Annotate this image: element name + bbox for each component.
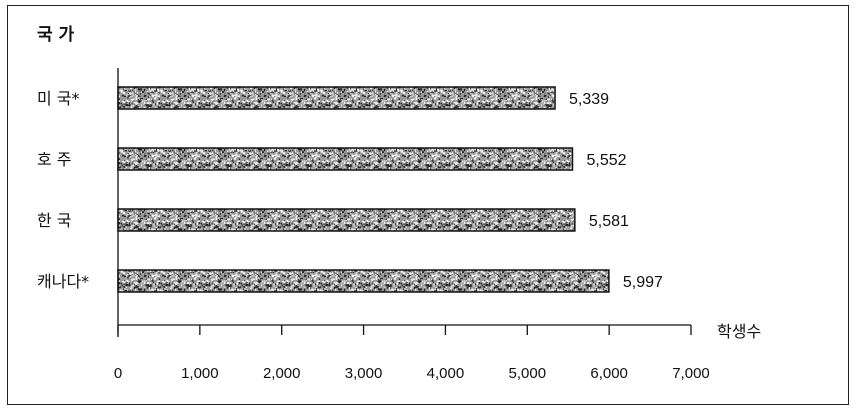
x-tick-label: 3,000 xyxy=(345,365,383,382)
x-tick-label: 2,000 xyxy=(263,365,301,382)
x-axis-title: 학생수 xyxy=(717,322,761,341)
category-label: 캐나다* xyxy=(37,272,89,291)
data-label: 5,552 xyxy=(586,152,626,169)
data-label: 5,581 xyxy=(589,213,629,230)
category-label: 미 국* xyxy=(37,89,80,108)
x-tick-label: 0 xyxy=(114,365,122,382)
bar xyxy=(117,269,610,293)
x-tick-label: 6,000 xyxy=(590,365,628,382)
data-label: 5,339 xyxy=(569,91,609,108)
bar xyxy=(117,208,576,232)
category-label: 호 주 xyxy=(37,150,72,169)
y-axis-title: 국 가 xyxy=(37,25,75,45)
bar xyxy=(117,86,556,110)
data-label: 5,997 xyxy=(623,274,663,291)
category-label: 한 국 xyxy=(37,211,72,230)
bar xyxy=(117,147,574,171)
x-tick-label: 7,000 xyxy=(672,365,710,382)
chart-frame xyxy=(7,5,849,405)
x-tick-label: 5,000 xyxy=(509,365,547,382)
x-tick-label: 1,000 xyxy=(181,365,219,382)
x-tick-label: 4,000 xyxy=(427,365,465,382)
